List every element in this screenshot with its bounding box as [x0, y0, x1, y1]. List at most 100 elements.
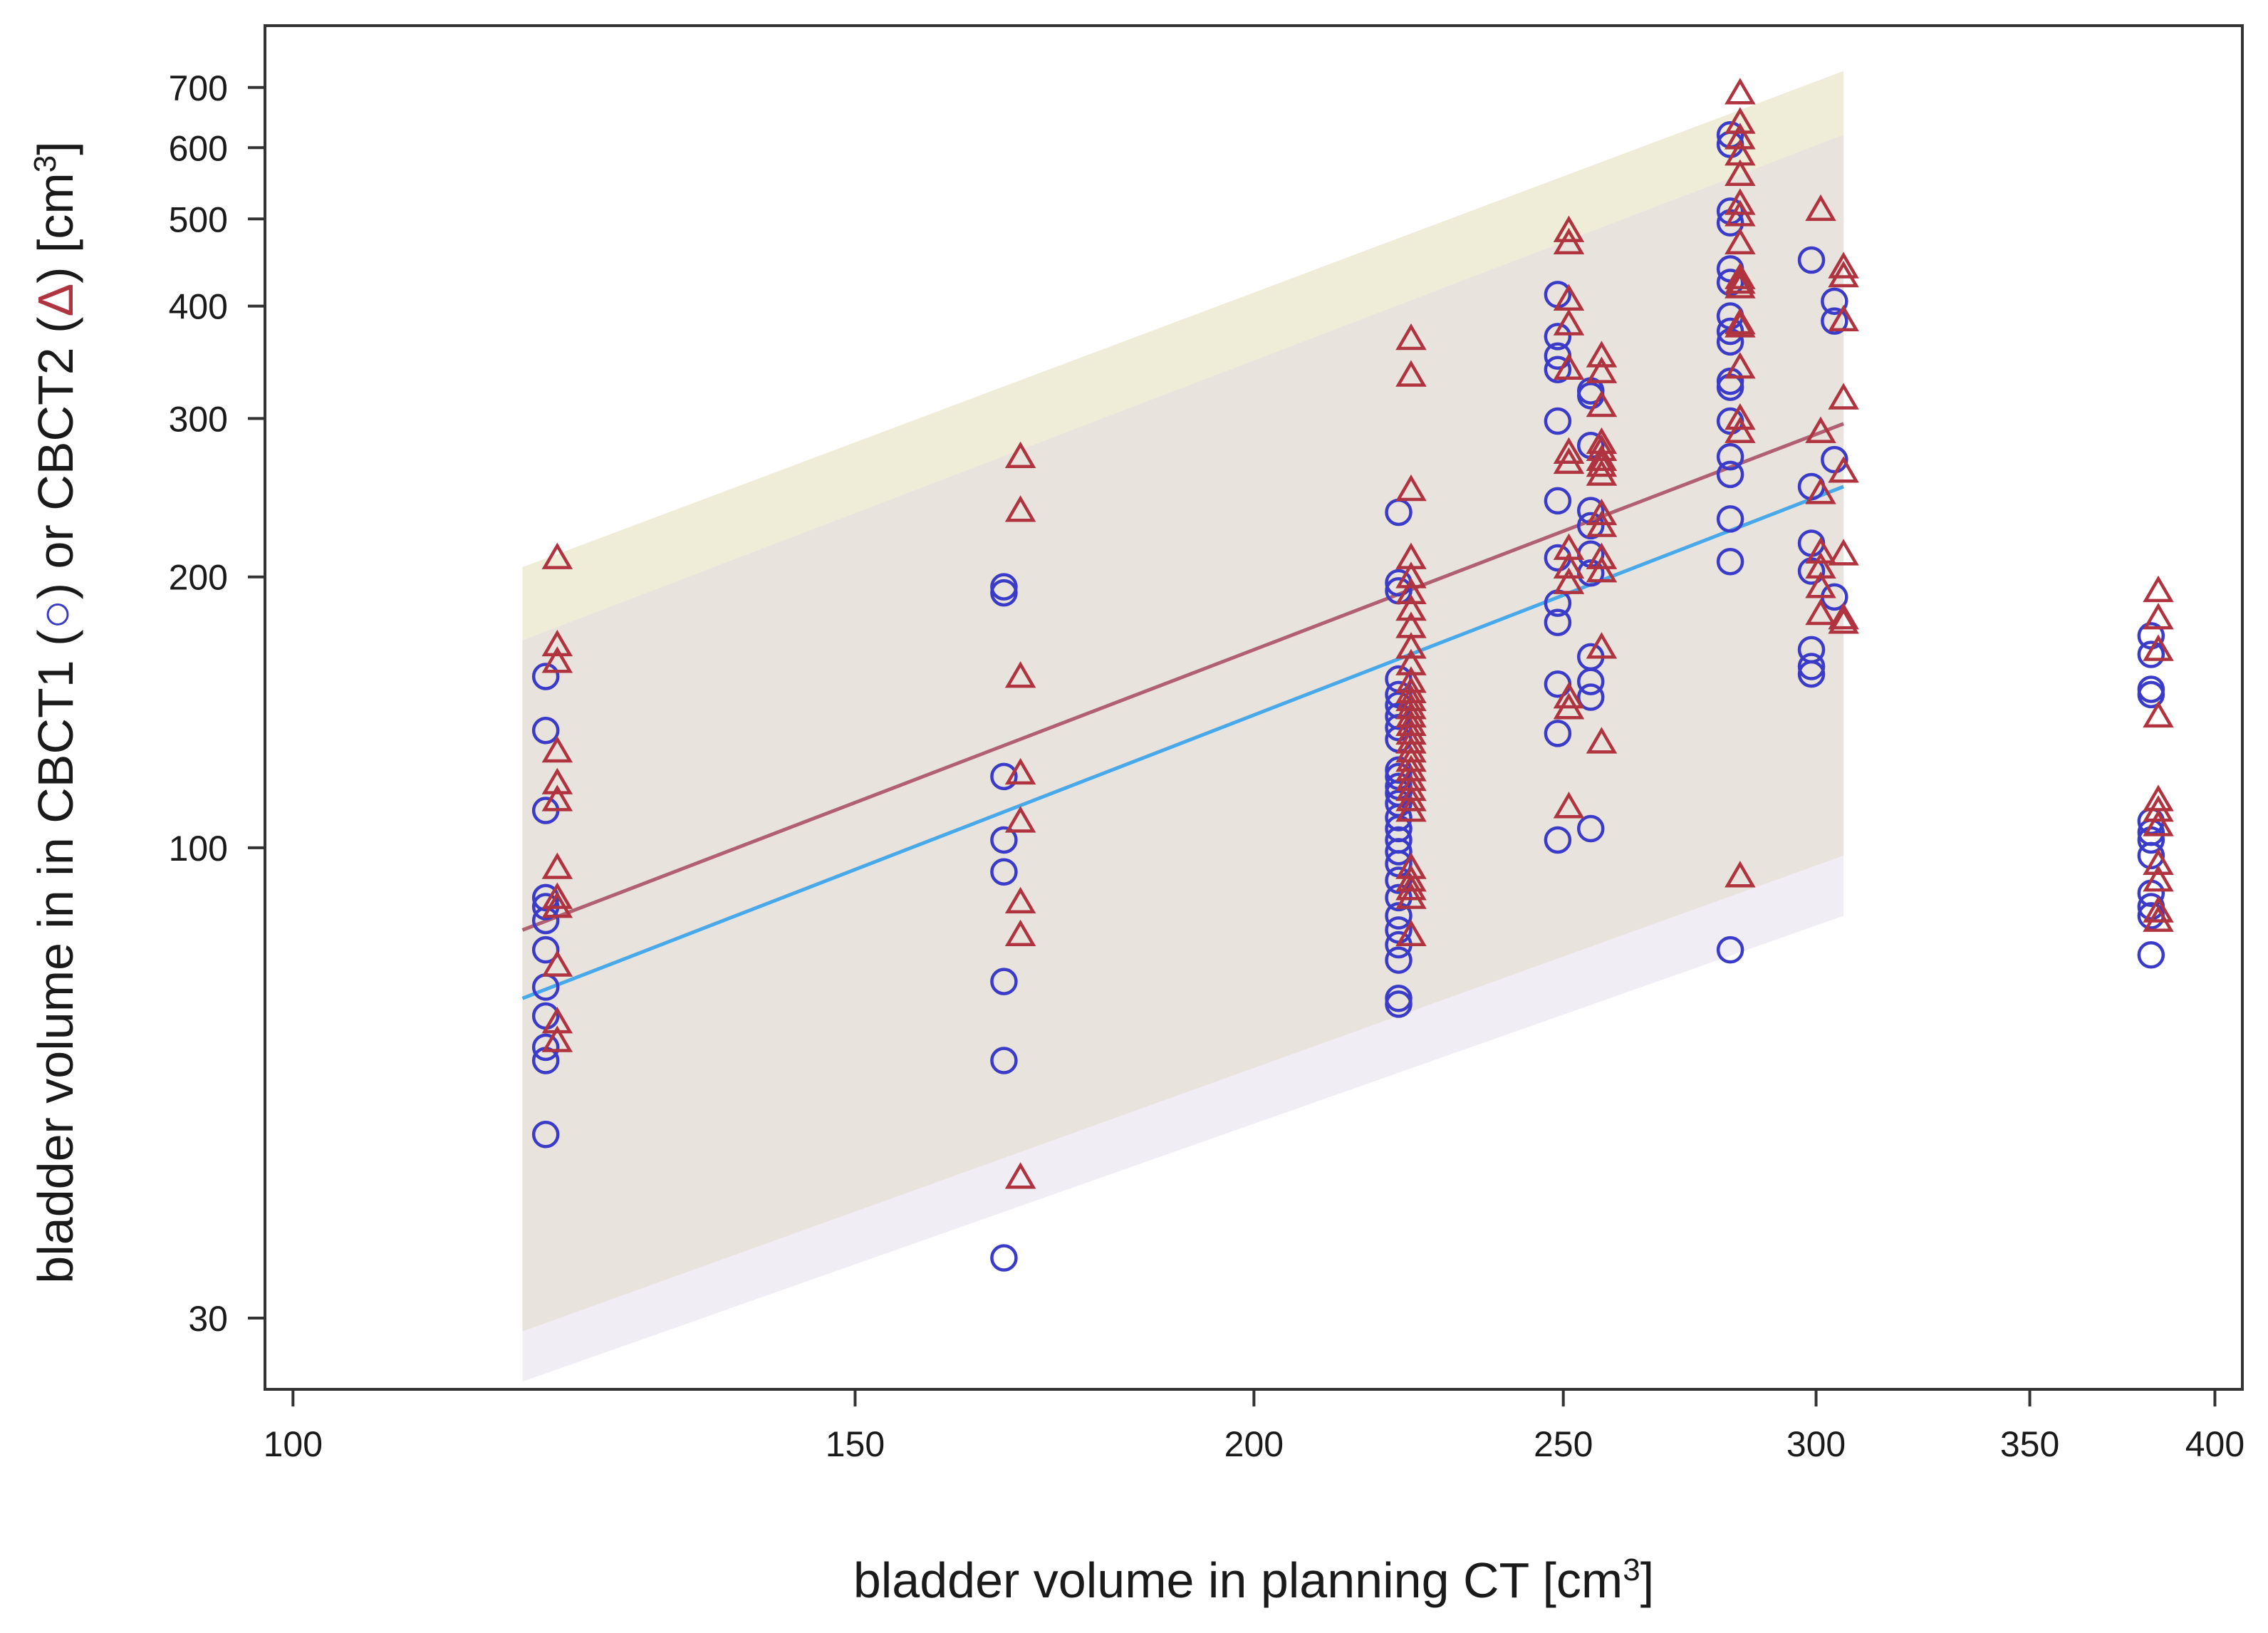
data-point-cbct2	[1004, 886, 1036, 914]
data-point-cbct1	[990, 579, 1018, 607]
y-axis-title-marker2: Δ	[28, 284, 83, 317]
data-point-cbct2	[1395, 873, 1427, 901]
data-point-cbct2	[1553, 437, 1585, 464]
data-point-cbct2	[541, 542, 573, 569]
x-axis-title-end: ]	[1640, 1552, 1654, 1608]
data-point-cbct2	[1553, 792, 1585, 819]
data-point-cbct2	[1586, 632, 1618, 659]
data-point-cbct1	[1544, 356, 1572, 384]
data-point-cbct1	[990, 826, 1018, 854]
data-point-cbct2	[1725, 78, 1756, 105]
data-point-cbct2	[1553, 353, 1585, 380]
data-point-cbct2	[1395, 577, 1427, 604]
data-point-cbct2	[1805, 194, 1836, 222]
x-tick-label: 100	[264, 1424, 323, 1464]
data-point-cbct2	[1553, 533, 1585, 560]
data-point-cbct1	[1544, 323, 1572, 351]
data-point-cbct2	[541, 767, 573, 794]
x-tick-label: 350	[2000, 1424, 2059, 1464]
data-point-cbct2	[2143, 634, 2174, 661]
data-point-cbct1	[2137, 941, 2165, 969]
data-points	[531, 78, 2174, 1272]
data-point-cbct1	[1821, 307, 1848, 335]
data-point-cbct2	[2143, 809, 2174, 836]
data-point-cbct2	[1586, 356, 1618, 383]
y-axis-title-part1: bladder volume in in CBCT1 (	[28, 630, 83, 1284]
data-point-cbct2	[1725, 262, 1756, 289]
x-tick-label: 200	[1224, 1424, 1284, 1464]
data-point-cbct2	[1805, 571, 1836, 598]
data-point-cbct2	[541, 629, 573, 657]
data-point-cbct2	[1004, 661, 1036, 688]
data-point-cbct2	[1395, 632, 1427, 659]
x-axis-title-sup: 3	[1623, 1552, 1640, 1587]
data-point-cbct2	[1395, 784, 1427, 812]
data-point-cbct1	[531, 935, 560, 964]
data-point-cbct2	[1828, 607, 1859, 634]
data-point-cbct2	[1004, 806, 1036, 833]
data-point-cbct2	[1553, 682, 1585, 709]
y-tick-label: 100	[169, 829, 228, 869]
data-point-cbct2	[1395, 593, 1427, 621]
data-point-cbct2	[1395, 323, 1427, 351]
x-tick-label: 400	[2185, 1424, 2244, 1464]
x-axis: 100 150 200 250 300 350 400	[264, 1389, 2244, 1464]
data-point-cbct2	[1725, 227, 1756, 255]
data-point-cbct2	[1586, 444, 1618, 472]
data-point-cbct2	[1586, 542, 1618, 569]
y-tick-label: 700	[169, 68, 228, 108]
data-point-cbct2	[1828, 603, 1859, 630]
data-point-cbct2	[1395, 717, 1427, 745]
data-point-cbct1	[1797, 660, 1826, 688]
data-point-cbct2	[1395, 693, 1427, 720]
data-point-cbct1	[1716, 505, 1744, 533]
data-point-cbct2	[1725, 271, 1756, 299]
data-point-cbct1	[990, 968, 1018, 995]
data-point-cbct2	[1828, 539, 1859, 566]
data-point-cbct2	[1395, 474, 1427, 502]
data-point-cbct2	[1004, 919, 1036, 947]
y-tick-label: 300	[169, 399, 228, 439]
y-axis-title-part2: ) or CBCT2 (	[28, 317, 83, 600]
data-point-cbct2	[1004, 495, 1036, 522]
y-axis-title-end: ]	[28, 141, 83, 155]
data-point-cbct2	[1004, 1162, 1036, 1189]
data-point-cbct2	[541, 1025, 573, 1052]
y-axis: 30 100 200 300 400 500 600 700	[169, 68, 265, 1339]
data-point-cbct1	[990, 1244, 1018, 1272]
data-point-cbct1	[2137, 641, 2165, 668]
data-point-cbct2	[1553, 227, 1585, 255]
y-tick-label: 200	[169, 558, 228, 598]
data-point-cbct2	[1586, 498, 1618, 526]
data-point-cbct2	[541, 882, 573, 909]
data-point-cbct2	[541, 784, 573, 812]
data-point-cbct2	[1725, 107, 1756, 134]
data-point-cbct2	[1725, 188, 1756, 215]
series-cbct2	[541, 78, 2174, 1189]
data-point-cbct1	[1716, 547, 1744, 576]
data-point-cbct1	[990, 1047, 1018, 1074]
data-point-cbct2	[1586, 450, 1618, 477]
data-point-cbct2	[1805, 416, 1836, 443]
data-point-cbct2	[1805, 536, 1836, 564]
data-point-cbct2	[2143, 784, 2174, 812]
data-point-cbct1	[2137, 841, 2165, 870]
data-point-cbct1	[1385, 838, 1413, 866]
data-point-cbct1	[1544, 826, 1572, 854]
data-point-cbct2	[1828, 383, 1859, 410]
data-point-cbct1	[1544, 720, 1572, 747]
data-point-cbct2	[1725, 861, 1756, 888]
data-point-cbct2	[1725, 416, 1756, 443]
data-point-cbct2	[541, 646, 573, 673]
data-point-cbct2	[1553, 215, 1585, 242]
data-point-cbct2	[1004, 757, 1036, 785]
data-point-cbct2	[1004, 441, 1036, 468]
data-point-cbct1	[531, 663, 560, 690]
y-axis-title-part3: ) [cm	[28, 172, 83, 284]
data-point-cbct2	[1586, 341, 1618, 368]
data-point-cbct2	[1553, 693, 1585, 720]
data-point-cbct1	[1385, 804, 1413, 831]
data-point-cbct2	[1553, 551, 1585, 579]
data-point-cbct1	[1576, 668, 1605, 695]
data-point-cbct2	[1725, 199, 1756, 227]
